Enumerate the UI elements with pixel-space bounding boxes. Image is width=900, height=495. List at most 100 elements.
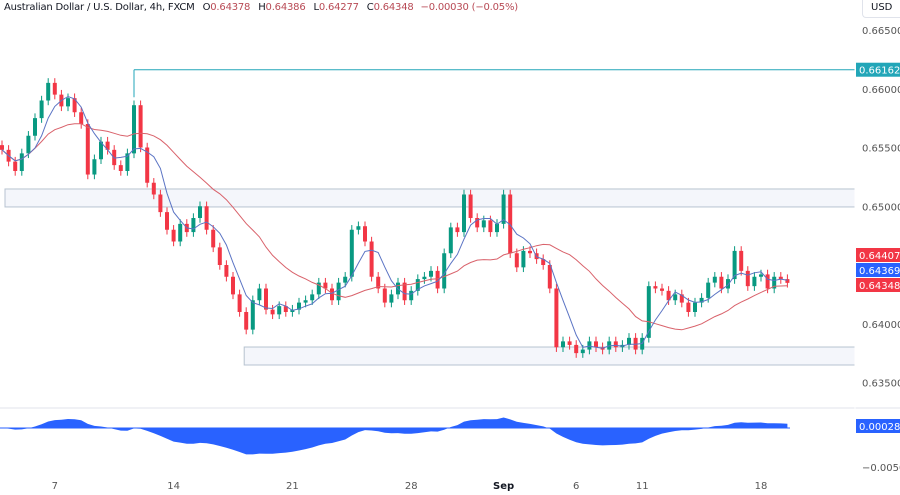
candle: [0, 140, 4, 155]
candle: [561, 336, 565, 352]
candle-body: [92, 159, 97, 175]
price-axis[interactable]: 0.66500 0.66000 0.65500 0.65000 0.64000 0.635…: [862, 26, 900, 474]
candle: [514, 248, 519, 273]
candle-body: [297, 302, 301, 310]
candle-body: [244, 312, 249, 330]
candle-body: [745, 270, 750, 287]
candle-body: [528, 250, 532, 254]
candle: [330, 283, 334, 305]
candle-body: [79, 112, 84, 124]
time-tick-label: 6: [573, 481, 579, 492]
candle-body: [171, 229, 176, 242]
candle-body: [488, 220, 493, 233]
candle-body: [785, 279, 790, 283]
currency-button[interactable]: USD: [862, 0, 900, 18]
candle-body: [495, 223, 499, 233]
candle: [237, 289, 242, 317]
candle-body: [587, 341, 592, 350]
candle: [105, 136, 110, 155]
candle-body: [118, 165, 123, 171]
candle-body: [349, 229, 354, 277]
candle: [92, 154, 97, 180]
candle-body: [19, 153, 24, 171]
candle-body: [653, 286, 658, 289]
candle: [46, 78, 51, 106]
candle-body: [264, 288, 268, 310]
candle-body: [686, 302, 691, 312]
change-value: −0.00030 (−0.05%): [420, 2, 519, 13]
indicator-value-tag-text: 0.00028: [859, 422, 900, 433]
candle: [244, 307, 249, 335]
price-tag-text: 0.64369: [859, 266, 900, 277]
candle-body: [237, 294, 242, 312]
candle: [382, 283, 387, 308]
candle-body: [514, 253, 519, 268]
candle-body: [72, 98, 77, 113]
high-label: H: [258, 2, 266, 13]
candle: [785, 274, 790, 288]
low-label: L: [313, 2, 319, 13]
candle-body: [316, 282, 321, 295]
candle-body: [580, 349, 585, 354]
candle-body: [481, 220, 486, 228]
candle-body: [594, 341, 598, 348]
candle-body: [125, 153, 130, 171]
candle: [686, 297, 691, 317]
candle: [52, 78, 57, 100]
candle-body: [448, 227, 453, 254]
price-tick-label: 0.64000: [862, 320, 900, 331]
low-value: 0.64277: [318, 2, 359, 13]
candle-body: [574, 344, 579, 354]
candle: [778, 272, 783, 284]
candle-body: [336, 282, 341, 301]
candle-body: [132, 105, 136, 154]
candle-body: [627, 337, 631, 345]
candle: [666, 286, 671, 305]
price-zone: [243, 346, 856, 366]
candle: [72, 93, 77, 117]
candle-body: [39, 100, 44, 119]
candle: [726, 274, 730, 294]
time-axis[interactable]: 7 14 21 28 Sep 6 11 18: [52, 481, 768, 492]
close-value: 0.64348: [373, 2, 414, 13]
open-label: O: [202, 2, 211, 13]
candle: [310, 289, 315, 305]
candle: [297, 297, 301, 315]
candle: [409, 286, 414, 305]
candle: [435, 266, 440, 294]
candle-body: [719, 276, 724, 289]
candle-body: [666, 290, 671, 301]
open-value: 0.64378: [210, 2, 251, 13]
candle-body: [99, 141, 103, 160]
price-tick-label: 0.63500: [862, 379, 900, 390]
candle-body: [455, 227, 460, 233]
candle-body: [422, 276, 427, 280]
candle-body: [224, 265, 229, 277]
candle: [79, 107, 84, 129]
candle-body: [752, 276, 757, 287]
candle-body: [567, 341, 572, 345]
time-tick-label: 11: [636, 481, 649, 492]
candle-body: [330, 288, 334, 301]
candle: [488, 215, 493, 237]
candle-body: [673, 294, 678, 301]
candle: [125, 148, 130, 176]
candle-body: [521, 250, 526, 268]
candle-body: [429, 270, 433, 277]
candle: [653, 281, 658, 294]
candle-body: [382, 288, 387, 303]
price-tag: 0.64369: [856, 263, 900, 277]
symbol-legend: Australian Dollar / U.S. Dollar, 4h, FXC…: [4, 2, 518, 13]
candle-body: [759, 274, 763, 277]
candle-body: [138, 105, 143, 148]
price-tag: 0.64407: [856, 248, 900, 262]
candle: [706, 277, 711, 303]
resistance-price-tag: 0.66162: [856, 62, 900, 77]
candle: [508, 189, 513, 258]
candle: [448, 222, 453, 258]
candle: [231, 272, 235, 300]
oscillator-area: [2, 417, 788, 455]
fast-moving-average-line: [1, 95, 788, 349]
candle-body: [303, 300, 308, 303]
